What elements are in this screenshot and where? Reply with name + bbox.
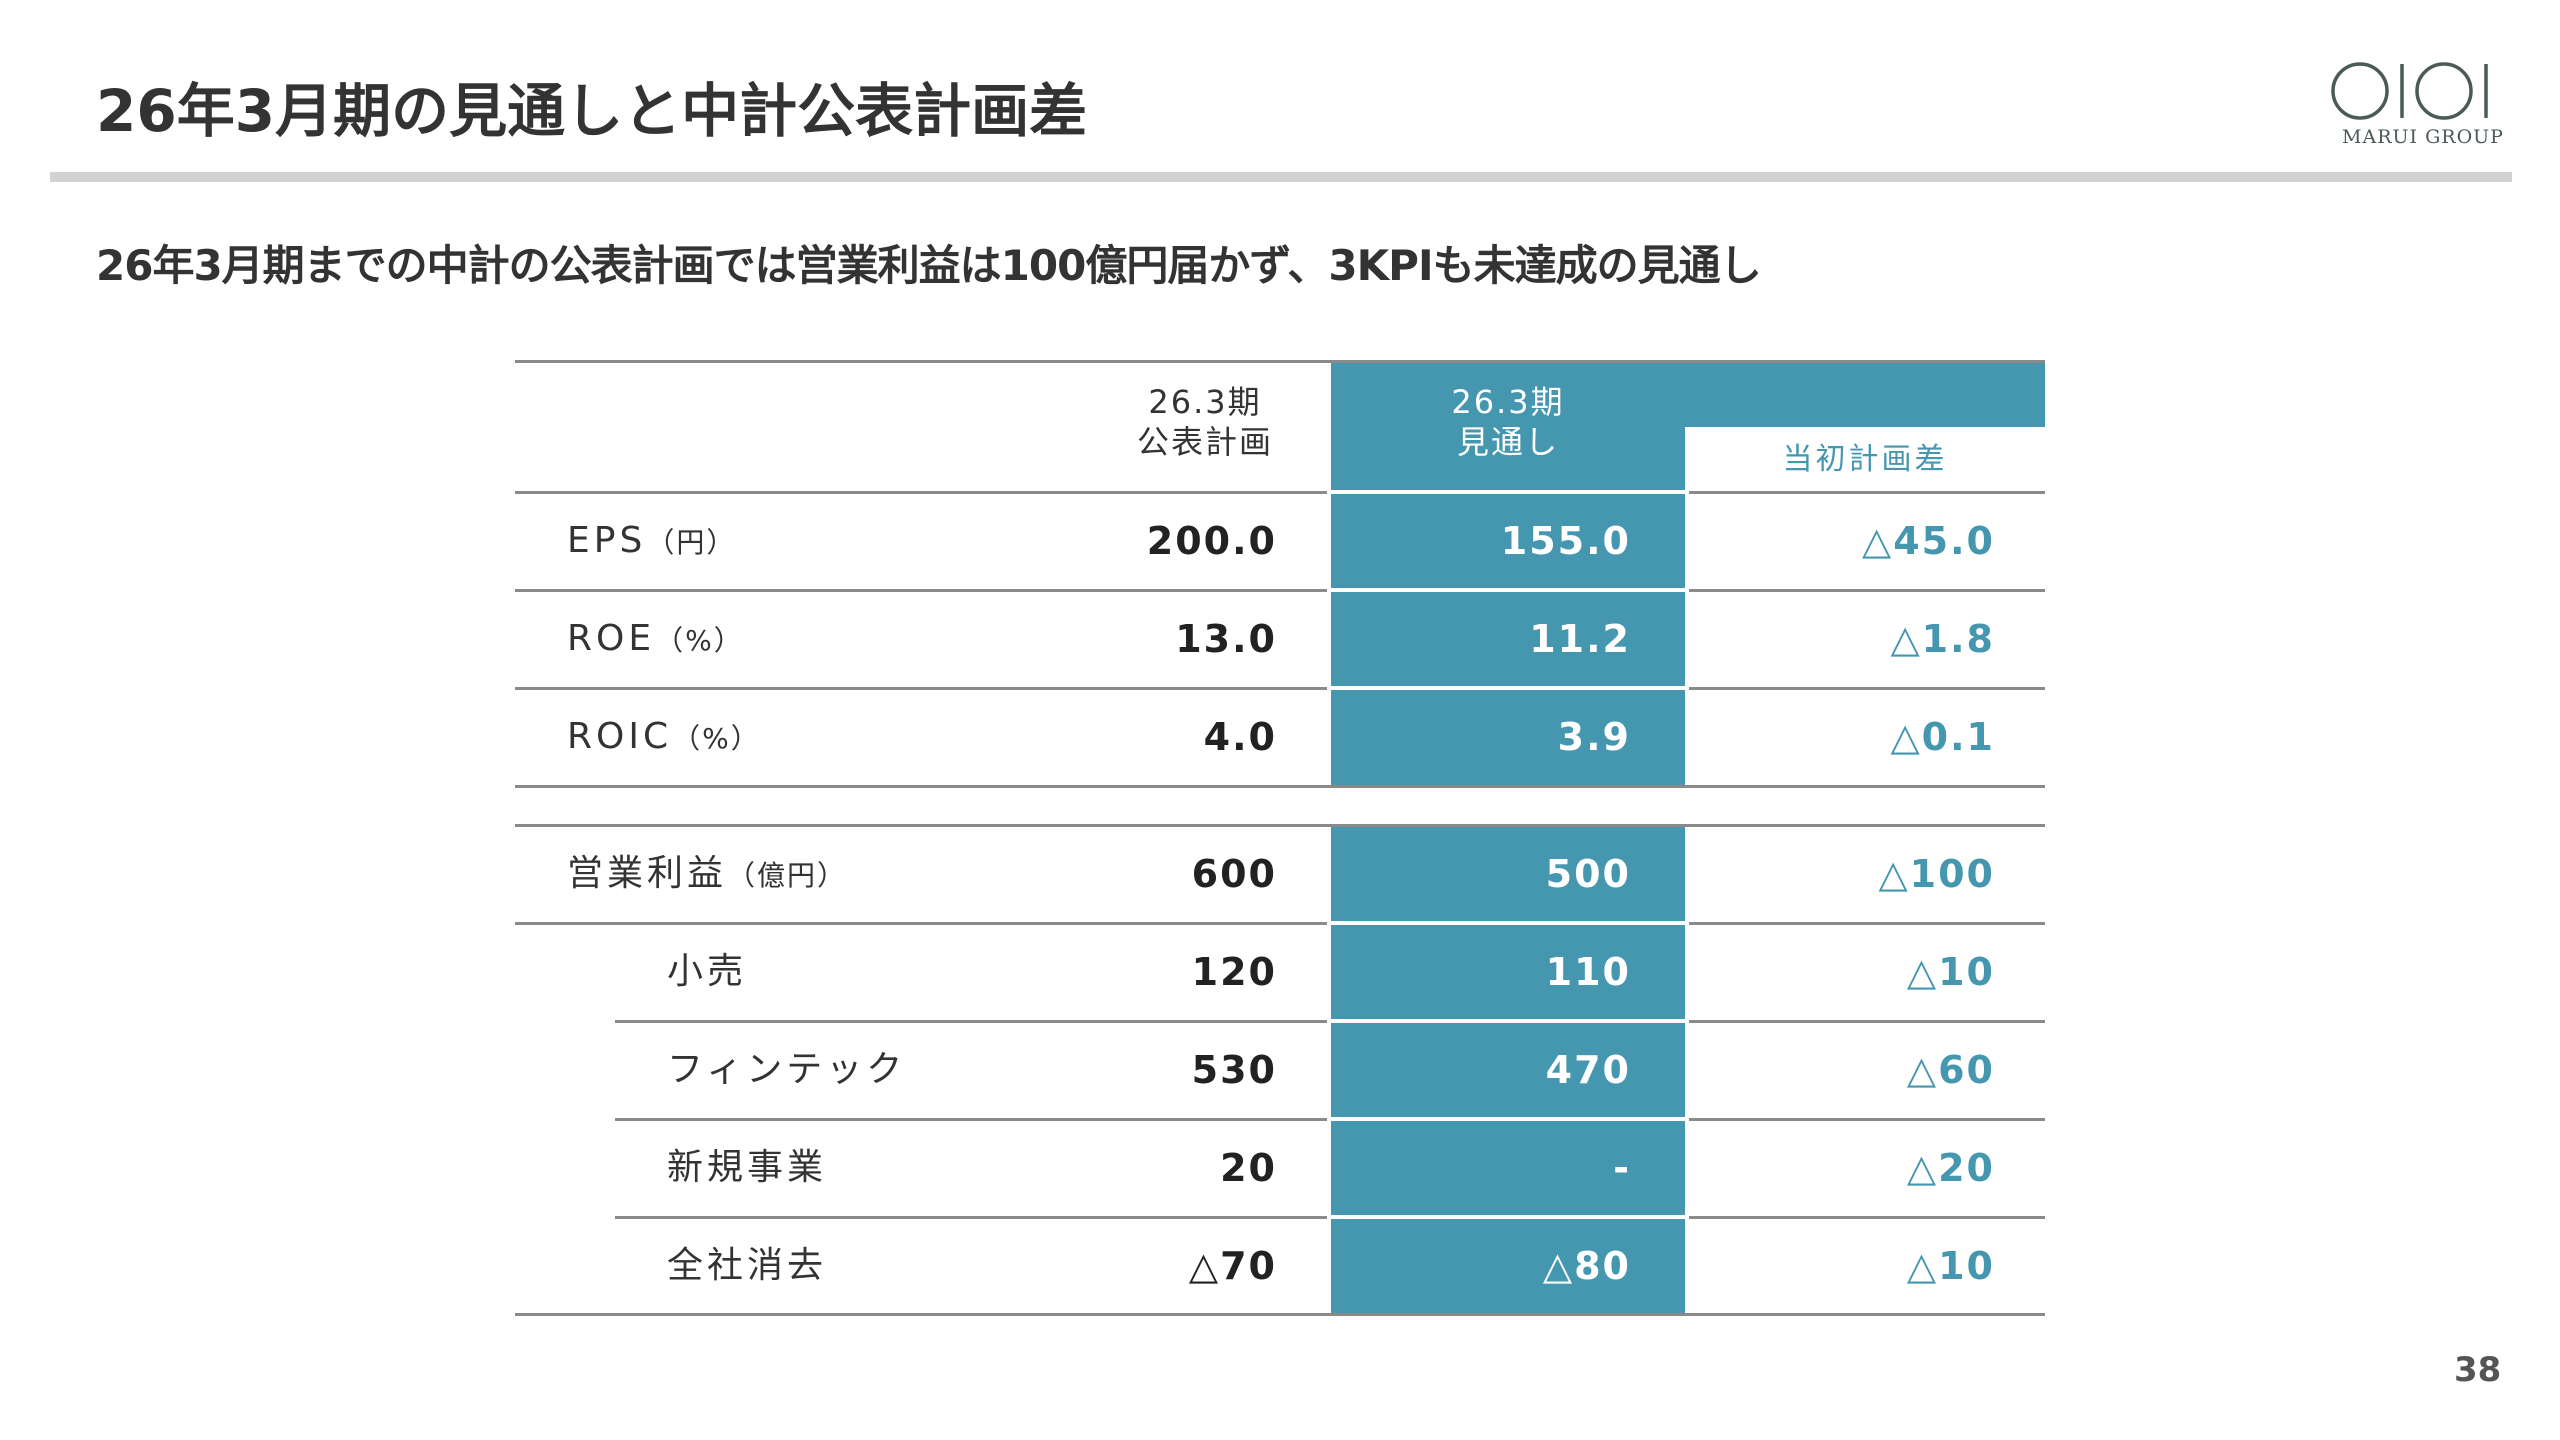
row-label: ROIC（%） — [567, 688, 761, 786]
row-label-text: 営業利益 — [567, 853, 728, 894]
row-label-text: ROIC — [567, 716, 673, 757]
row-label-text: EPS — [567, 520, 647, 561]
table-row-operating-profit: 営業利益（億円） 600 500 △100 — [515, 825, 2045, 923]
table-row-retail: 小売 120 110 △10 — [515, 923, 2045, 1021]
page-number: 38 — [2454, 1350, 2502, 1390]
row-rule-indented — [615, 1216, 1327, 1219]
diff-header-teal-strip — [1685, 360, 2045, 427]
forecast-column-bg-top — [1331, 360, 1685, 786]
header-rule-forecast — [1331, 490, 1685, 494]
row-label: 営業利益（億円） — [567, 825, 847, 923]
plan-value: 200.0 — [1146, 519, 1277, 563]
table-row-eliminations: 全社消去 △70 △80 △10 — [515, 1217, 2045, 1315]
title-divider — [50, 172, 2512, 182]
row-rule-forecast — [1331, 588, 1685, 592]
column-header-forecast-label: 見通し — [1456, 423, 1559, 461]
column-header-diff: 当初計画差 — [1782, 442, 1948, 477]
row-rule — [1689, 1118, 2045, 1121]
forecast-value: 500 — [1545, 852, 1631, 896]
kpi-comparison-table: 26.3期 公表計画 26.3期 見通し 当初計画差 EPS（円） 200.0 … — [515, 360, 2045, 1316]
plan-value: 20 — [1220, 1146, 1277, 1190]
row-label: 新規事業 — [667, 1147, 828, 1188]
row-label-text: ROE — [567, 618, 656, 659]
table-row-fintech: フィンテック 530 470 △60 — [515, 1021, 2045, 1119]
plan-value: 120 — [1191, 950, 1277, 994]
diff-value: △20 — [1906, 1146, 1995, 1190]
forecast-column-bg-bottom — [1331, 825, 1685, 1315]
column-header-forecast-period: 26.3期 — [1451, 383, 1565, 421]
marui-group-logo: MARUI GROUP — [2330, 58, 2516, 154]
row-rule-forecast — [1331, 1117, 1685, 1121]
plan-value: △70 — [1188, 1244, 1277, 1288]
column-header-plan: 26.3期 公表計画 — [1075, 382, 1335, 462]
row-rule-indented — [615, 1118, 1327, 1121]
row-rule — [1689, 589, 2045, 592]
logo-wordmark: MARUI GROUP — [2342, 126, 2504, 148]
table-row-roic: ROIC（%） 4.0 3.9 △0.1 — [515, 688, 2045, 786]
row-label: EPS（円） — [567, 492, 736, 590]
row-label: ROE（%） — [567, 590, 744, 688]
page-subtitle: 26年3月期までの中計の公表計画では営業利益は100億円届かず、3KPIも未達成… — [96, 241, 1762, 290]
row-rule — [515, 589, 1327, 592]
forecast-value: 155.0 — [1500, 519, 1631, 563]
forecast-value: - — [1613, 1146, 1631, 1190]
diff-value: △45.0 — [1862, 519, 1995, 563]
row-rule-forecast — [1331, 1019, 1685, 1023]
column-header-plan-period: 26.3期 — [1148, 383, 1262, 421]
forecast-value: 3.9 — [1557, 715, 1631, 759]
row-rule-forecast — [1331, 921, 1685, 925]
table-row-eps: EPS（円） 200.0 155.0 △45.0 — [515, 492, 2045, 590]
diff-value: △10 — [1906, 950, 1995, 994]
table-bottom-rule — [515, 1313, 2045, 1316]
diff-value: △0.1 — [1890, 715, 1995, 759]
header-rule-diff — [1689, 491, 2045, 494]
kpi-section-bottom-rule — [515, 785, 2045, 788]
row-rule — [515, 922, 1327, 925]
plan-value: 600 — [1191, 852, 1277, 896]
plan-value: 530 — [1191, 1048, 1277, 1092]
profit-section-top-rule — [515, 824, 2045, 827]
page-title: 26年3月期の見通しと中計公表計画差 — [96, 77, 1088, 145]
table-top-rule — [515, 360, 2045, 363]
forecast-value: 470 — [1545, 1048, 1631, 1092]
oioi-logo-icon — [2331, 62, 2488, 120]
row-label-unit: （%） — [672, 722, 761, 755]
table-row-roe: ROE（%） 13.0 11.2 △1.8 — [515, 590, 2045, 688]
diff-value: △1.8 — [1890, 617, 1995, 661]
plan-value: 13.0 — [1175, 617, 1277, 661]
row-label: 全社消去 — [667, 1245, 828, 1286]
diff-value: △60 — [1906, 1048, 1995, 1092]
column-header-forecast: 26.3期 見通し — [1331, 382, 1685, 462]
row-label-unit: （円） — [646, 526, 737, 559]
row-label: 小売 — [667, 951, 748, 992]
table-row-new-business: 新規事業 20 - △20 — [515, 1119, 2045, 1217]
forecast-value: 110 — [1545, 950, 1631, 994]
column-header-plan-label: 公表計画 — [1136, 423, 1273, 461]
row-rule — [1689, 1020, 2045, 1023]
row-label: フィンテック — [667, 1049, 907, 1090]
header-rule-left — [515, 491, 1327, 494]
forecast-value: △80 — [1542, 1244, 1631, 1288]
row-rule-forecast — [1331, 686, 1685, 690]
plan-value: 4.0 — [1203, 715, 1277, 759]
row-rule — [515, 687, 1327, 690]
row-rule-indented — [615, 1020, 1327, 1023]
row-rule — [1689, 687, 2045, 690]
row-rule-forecast — [1331, 1215, 1685, 1219]
row-label-unit: （億円） — [727, 859, 848, 892]
forecast-value: 11.2 — [1529, 617, 1631, 661]
diff-value: △100 — [1878, 852, 1995, 896]
row-rule — [1689, 922, 2045, 925]
row-rule — [1689, 1216, 2045, 1219]
row-label-unit: （%） — [655, 624, 744, 657]
diff-value: △10 — [1906, 1244, 1995, 1288]
